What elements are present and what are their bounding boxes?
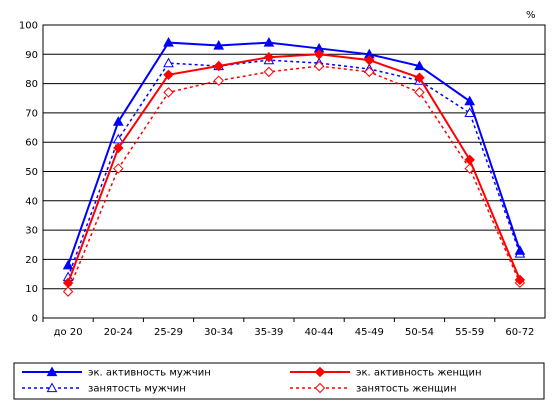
x-tick-label: 45-49 xyxy=(355,327,384,338)
data-point-marker xyxy=(464,95,476,106)
y-tick-label: 20 xyxy=(25,255,38,266)
y-tick-label: 30 xyxy=(25,226,38,237)
legend-box xyxy=(13,362,545,400)
gridlines xyxy=(43,53,545,290)
data-point-marker xyxy=(414,60,425,71)
x-tick-label: 55-59 xyxy=(455,327,484,338)
data-point-marker xyxy=(464,154,475,165)
legend-marker xyxy=(314,366,326,378)
series-line xyxy=(67,59,521,278)
y-tick-label: 50 xyxy=(25,167,38,178)
y-tick-label: 10 xyxy=(25,284,38,295)
y-axis-ticks: 0 10 20 30 40 50 60 70 80 90 100 xyxy=(19,21,38,325)
series-1 xyxy=(62,49,526,289)
data-point-marker xyxy=(113,163,124,174)
x-axis-ticks: до 20 20-24 25-29 30-34 35-39 40-44 45-49 50-54… xyxy=(42,318,534,338)
series-0 xyxy=(62,37,526,270)
x-tick-label: 40-44 xyxy=(305,327,334,338)
legend-item: занятость женщин xyxy=(290,382,457,395)
x-tick-label: 50-54 xyxy=(405,327,434,338)
legend-marker xyxy=(46,382,58,393)
legend-label: эк. активность мужчин xyxy=(88,368,211,379)
y-tick-label: 40 xyxy=(25,196,38,207)
legend-marker xyxy=(46,366,58,377)
legend-item: эк. активность женщин xyxy=(290,366,481,379)
x-tick-label: 30-34 xyxy=(204,327,233,338)
series-line xyxy=(67,65,521,292)
data-point-marker xyxy=(213,39,225,50)
data-point-marker xyxy=(163,87,174,98)
data-point-marker xyxy=(163,37,174,47)
data-point-marker xyxy=(112,116,124,126)
data-point-marker xyxy=(62,286,74,297)
legend: эк. активность мужчин эк. активность женщ… xyxy=(22,366,481,395)
data-point-marker xyxy=(464,107,476,117)
data-point-marker xyxy=(514,245,526,255)
legend-marker xyxy=(314,382,326,394)
data-point-marker xyxy=(364,66,375,78)
data-point-marker xyxy=(263,66,275,78)
data-point-marker xyxy=(414,72,425,83)
data-point-marker xyxy=(364,54,375,66)
data-point-marker xyxy=(62,277,74,289)
data-point-marker xyxy=(213,75,224,86)
data-point-marker xyxy=(514,274,526,286)
x-tick-label: 35-39 xyxy=(254,327,283,338)
legend-label: эк. активность женщин xyxy=(356,368,481,379)
data-point-marker xyxy=(263,52,275,63)
series-line xyxy=(67,53,521,284)
data-point-marker xyxy=(313,60,325,72)
y-tick-label: 70 xyxy=(25,108,38,119)
data-point-marker xyxy=(62,259,74,270)
data-point-marker xyxy=(263,37,275,47)
x-tick-label: 20-24 xyxy=(104,327,133,338)
legend-label: занятость мужчин xyxy=(88,384,186,395)
y-tick-label: 90 xyxy=(25,50,38,61)
y-axis-unit-label: % xyxy=(526,10,536,21)
legend-item: эк. активность мужчин xyxy=(22,366,211,379)
series-line xyxy=(67,41,521,266)
data-point-marker xyxy=(313,49,325,60)
series-2 xyxy=(62,54,526,282)
data-point-marker xyxy=(113,142,124,154)
y-tick-label: 60 xyxy=(25,138,38,149)
x-tick-label: 25-29 xyxy=(154,327,183,338)
series-3 xyxy=(62,60,526,297)
data-point-marker xyxy=(414,87,425,98)
legend-item: занятость мужчин xyxy=(22,382,186,395)
data-point-marker xyxy=(112,133,124,144)
y-tick-label: 80 xyxy=(25,79,38,90)
x-tick-label: до 20 xyxy=(54,327,83,338)
data-point-marker xyxy=(163,69,174,81)
series-lines xyxy=(62,37,526,297)
y-tick-label: 100 xyxy=(19,21,38,32)
x-tick-label: 60-72 xyxy=(505,327,534,338)
data-point-marker xyxy=(163,57,174,68)
y-tick-label: 0 xyxy=(32,314,38,325)
data-point-marker xyxy=(213,60,224,72)
legend-label: занятость женщин xyxy=(356,384,457,395)
